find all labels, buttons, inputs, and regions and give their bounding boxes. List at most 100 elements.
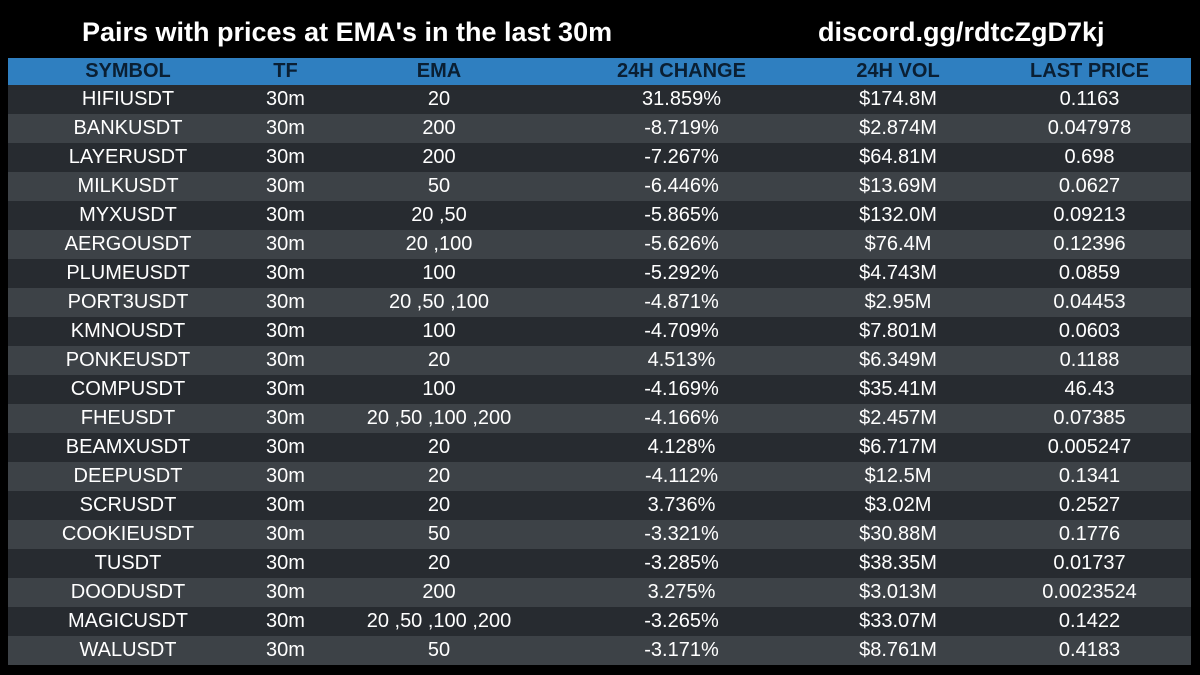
cell-last-price: 0.1341 xyxy=(1058,465,1121,487)
cell-ema: 50 xyxy=(427,175,451,197)
cell-last-price: 0.07385 xyxy=(1053,407,1126,429)
cell-last-price: 0.09213 xyxy=(1053,204,1126,226)
cell-ema: 20 ,50 xyxy=(411,204,467,226)
cell-24h-vol: $6.717M xyxy=(859,436,937,458)
table-row: FHEUSDT 30m 20 ,50 ,100 ,200 -4.166% $2.457M… xyxy=(8,404,1191,433)
cell-tf: 30m xyxy=(266,175,305,197)
cell-24h-vol: $12.5M xyxy=(864,465,932,487)
cell-symbol: AERGOUSDT xyxy=(64,233,192,255)
table-row: BANKUSDT 30m 200 -8.719% $2.874M 0.047978 xyxy=(8,114,1191,143)
table-row: COMPUSDT 30m 100 -4.169% $35.41M 46.43 xyxy=(8,375,1191,404)
cell-24h-vol: $7.801M xyxy=(859,320,937,342)
cell-24h-vol: $64.81M xyxy=(859,146,937,168)
cell-last-price: 0.01737 xyxy=(1053,552,1126,574)
cell-24h-vol: $3.013M xyxy=(859,581,937,603)
table-row: PLUMEUSDT 30m 100 -5.292% $4.743M 0.0859 xyxy=(8,259,1191,288)
cell-tf: 30m xyxy=(266,523,305,545)
table-row: DOODUSDT 30m 200 3.275% $3.013M 0.0023524 xyxy=(8,578,1191,607)
cell-tf: 30m xyxy=(266,88,305,110)
cell-tf: 30m xyxy=(266,436,305,458)
cell-symbol: MILKUSDT xyxy=(77,175,179,197)
table-row: MAGICUSDT 30m 20 ,50 ,100 ,200 -3.265% $33.0… xyxy=(8,607,1191,636)
cell-symbol: KMNOUSDT xyxy=(70,320,186,342)
cell-symbol: MYXUSDT xyxy=(79,204,177,226)
cell-ema: 20 xyxy=(427,349,451,371)
cell-ema: 20 ,50 ,100 ,200 xyxy=(366,407,512,429)
cell-24h-vol: $8.761M xyxy=(859,639,937,661)
cell-ema: 100 xyxy=(422,378,456,400)
cell-last-price: 0.1776 xyxy=(1058,523,1121,545)
cell-ema: 200 xyxy=(422,581,456,603)
cell-symbol: PONKEUSDT xyxy=(65,349,191,371)
cell-tf: 30m xyxy=(266,146,305,168)
cell-last-price: 0.1422 xyxy=(1058,610,1121,632)
column-header-24h-change[interactable]: 24H CHANGE xyxy=(617,60,746,82)
column-header-tf[interactable]: TF xyxy=(273,60,298,82)
cell-ema: 100 xyxy=(422,320,456,342)
table-row: HIFIUSDT 30m 20 31.859% $174.8M 0.1163 xyxy=(8,85,1191,114)
cell-24h-change: -3.265% xyxy=(644,610,719,632)
cell-symbol: PORT3USDT xyxy=(67,291,189,313)
cell-tf: 30m xyxy=(266,407,305,429)
cell-24h-change: -5.292% xyxy=(644,262,719,284)
page-title: Pairs with prices at EMA's in the last 3… xyxy=(82,17,613,47)
cell-24h-vol: $76.4M xyxy=(864,233,932,255)
cell-last-price: 0.12396 xyxy=(1053,233,1126,255)
cell-24h-vol: $2.874M xyxy=(859,117,937,139)
cell-24h-change: 4.513% xyxy=(647,349,716,371)
table-row: WALUSDT 30m 50 -3.171% $8.761M 0.4183 xyxy=(8,636,1191,665)
cell-24h-vol: $30.88M xyxy=(859,523,937,545)
column-header-24h-vol[interactable]: 24H VOL xyxy=(856,60,940,82)
cell-symbol: COOKIEUSDT xyxy=(61,523,195,545)
cell-24h-vol: $38.35M xyxy=(859,552,937,574)
cell-24h-vol: $3.02M xyxy=(864,494,932,516)
cell-ema: 20 xyxy=(427,494,451,516)
cell-ema: 100 xyxy=(422,262,456,284)
cell-symbol: FHEUSDT xyxy=(80,407,176,429)
cell-24h-change: -3.321% xyxy=(644,523,719,545)
cell-24h-change: -4.112% xyxy=(644,465,718,487)
cell-24h-vol: $174.8M xyxy=(859,88,937,110)
table-row: BEAMXUSDT 30m 20 4.128% $6.717M 0.005247 xyxy=(8,433,1191,462)
cell-ema: 50 xyxy=(427,523,451,545)
table-row: AERGOUSDT 30m 20 ,100 -5.626% $76.4M 0.12396 xyxy=(8,230,1191,259)
discord-link[interactable]: discord.gg/rdtcZgD7kj xyxy=(818,17,1105,47)
cell-last-price: 0.0603 xyxy=(1058,320,1121,342)
cell-last-price: 0.005247 xyxy=(1047,436,1132,458)
cell-last-price: 0.1188 xyxy=(1059,349,1120,371)
cell-symbol: DEEPUSDT xyxy=(73,465,183,487)
cell-tf: 30m xyxy=(266,262,305,284)
column-header-ema[interactable]: EMA xyxy=(416,60,462,82)
cell-symbol: HIFIUSDT xyxy=(81,88,175,110)
table-row: LAYERUSDT 30m 200 -7.267% $64.81M 0.698 xyxy=(8,143,1191,172)
cell-symbol: COMPUSDT xyxy=(70,378,186,400)
cell-ema: 20 xyxy=(427,436,451,458)
cell-24h-change: -3.285% xyxy=(644,552,719,574)
cell-last-price: 0.047978 xyxy=(1047,117,1132,139)
cell-24h-change: -3.171% xyxy=(644,639,719,661)
column-header-symbol[interactable]: SYMBOL xyxy=(85,60,171,82)
cell-last-price: 0.04453 xyxy=(1053,291,1126,313)
cell-tf: 30m xyxy=(266,639,305,661)
cell-symbol: DOODUSDT xyxy=(70,581,186,603)
cell-24h-change: 3.275% xyxy=(647,581,716,603)
cell-ema: 20 xyxy=(427,465,451,487)
cell-ema: 20 xyxy=(427,552,451,574)
table-row: MYXUSDT 30m 20 ,50 -5.865% $132.0M 0.09213 xyxy=(8,201,1191,230)
column-header-last-price[interactable]: LAST PRICE xyxy=(1030,60,1149,82)
table-body: HIFIUSDT 30m 20 31.859% $174.8M 0.1163 BANKUSD… xyxy=(8,85,1191,665)
cell-24h-vol: $2.457M xyxy=(859,407,937,429)
cell-symbol: SCRUSDT xyxy=(79,494,177,516)
cell-symbol: WALUSDT xyxy=(79,639,177,661)
cell-tf: 30m xyxy=(266,552,305,574)
cell-tf: 30m xyxy=(266,610,305,632)
cell-24h-vol: $2.95M xyxy=(864,291,932,313)
cell-ema: 50 xyxy=(427,639,451,661)
table-row: TUSDT 30m 20 -3.285% $38.35M 0.01737 xyxy=(8,549,1191,578)
cell-24h-change: 4.128% xyxy=(647,436,716,458)
cell-tf: 30m xyxy=(266,378,305,400)
cell-24h-vol: $132.0M xyxy=(859,204,937,226)
table-row: DEEPUSDT 30m 20 -4.112% $12.5M 0.1341 xyxy=(8,462,1191,491)
cell-symbol: BANKUSDT xyxy=(73,117,183,139)
cell-symbol: BEAMXUSDT xyxy=(65,436,191,458)
